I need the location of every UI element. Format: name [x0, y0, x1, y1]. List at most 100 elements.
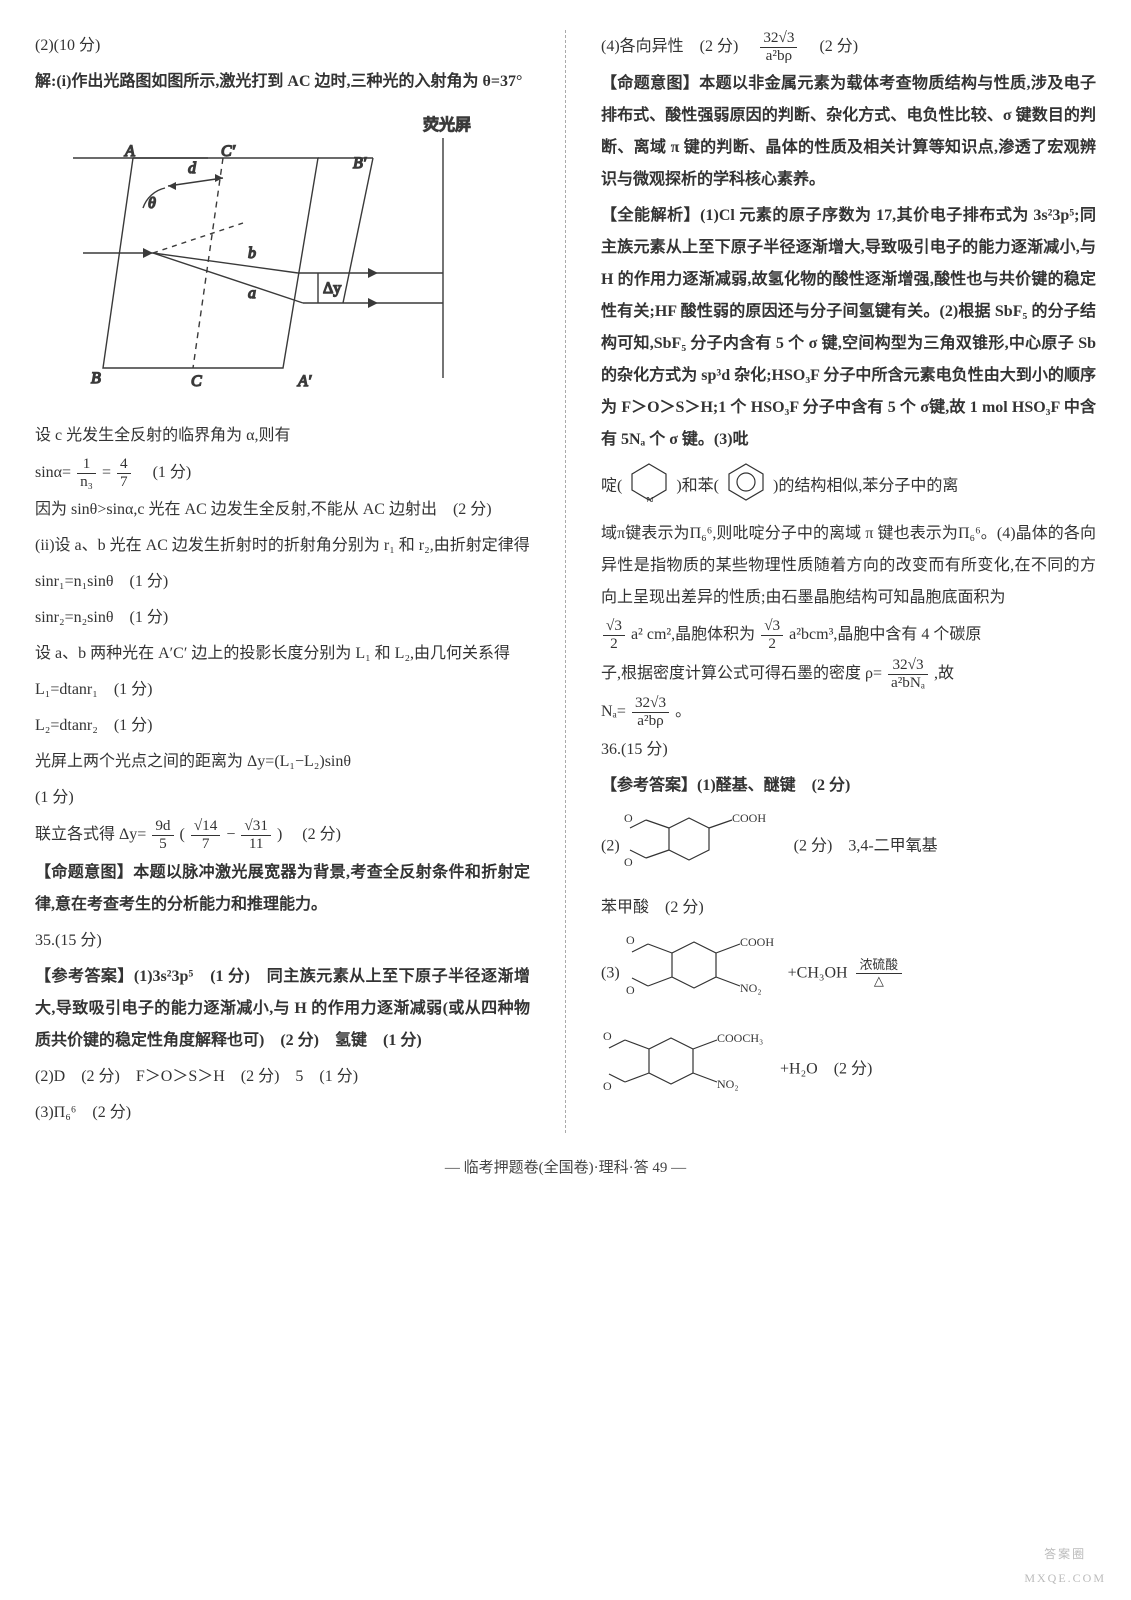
line: 设 a、b 两种光在 A′C′ 边上的投影长度分别为 L₁ 和 L₂,由几何关系…	[35, 638, 530, 670]
chem-reaction: (3) COOH NO₂ O O +CH₃OH 浓硫酸 △	[601, 928, 1096, 1020]
svg-text:O: O	[624, 811, 633, 825]
product-1-icon: COOCH₃ NO₂ O O	[601, 1024, 776, 1116]
qnum: 36.(15 分)	[601, 734, 1096, 766]
svg-text:O: O	[603, 1079, 612, 1093]
line: (4)各向异性 (2 分) 32√3a²bρ (2 分)	[601, 30, 1096, 64]
num: 1	[77, 456, 96, 474]
line: 因为 sinθ>sinα,c 光在 AC 边发生全反射,不能从 AC 边射出 (…	[35, 494, 530, 526]
svg-text:Δy: Δy	[323, 280, 341, 297]
den: 2	[603, 636, 625, 653]
line: 苯甲酸 (2 分)	[601, 892, 1096, 924]
den: 2	[761, 636, 783, 653]
den: 7	[117, 474, 131, 491]
intent: 【命题意图】本题以非金属元素为载体考查物质结构与性质,涉及电子排布式、酸性强弱原…	[601, 68, 1096, 196]
left-column: (2)(10 分) 解:(i)作出光路图如图所示,激光打到 AC 边时,三种光的…	[35, 30, 530, 1133]
answer: 【参考答案】(1)3s²3p⁵ (1 分) 同主族元素从上至下原子半径逐渐增大,…	[35, 961, 530, 1057]
ans-text: 【参考答案】(1)3s²3p⁵ (1 分) 同主族元素从上至下原子半径逐渐增大,…	[35, 968, 530, 1049]
svg-text:O: O	[626, 983, 635, 997]
page-columns: (2)(10 分) 解:(i)作出光路图如图所示,激光打到 AC 边时,三种光的…	[35, 30, 1096, 1133]
arrow-bot: △	[856, 974, 902, 988]
t: sinα=	[35, 464, 71, 481]
svg-text:O: O	[603, 1029, 612, 1043]
page-footer: — 临考押题卷(全国卷)·理科·答 49 —	[35, 1153, 1096, 1183]
t: 。	[675, 703, 691, 720]
svg-text:O: O	[626, 933, 635, 947]
t: 联立各式得 Δy=	[35, 826, 146, 843]
intent: 【命题意图】本题以脉冲激光展宽器为背景,考查全反射条件和折射定律,意在考查考生的…	[35, 857, 530, 921]
num: √3	[761, 618, 783, 636]
num: 32√3	[760, 30, 797, 48]
num: 32√3	[632, 695, 669, 713]
t: a²bcm³,晶胞中含有 4 个碳原	[789, 626, 981, 643]
svg-text:a: a	[248, 285, 256, 302]
t: −	[226, 826, 235, 843]
den: 5	[152, 836, 173, 853]
svg-text:COOCH₃: COOCH₃	[717, 1031, 763, 1045]
t: Nₐ=	[601, 703, 626, 720]
chem-reaction-2: COOCH₃ NO₂ O O +H₂O (2 分)	[601, 1024, 1096, 1116]
reactant-1-icon: COOH NO₂ O O	[624, 928, 784, 1020]
line: L₁=dtanr₁ (1 分)	[35, 674, 530, 706]
score: (2 分)	[286, 826, 341, 843]
t: (2 分) 3,4-二甲氧基	[778, 837, 938, 854]
t: (3)	[601, 964, 620, 981]
svg-text:NO₂: NO₂	[740, 981, 762, 995]
line: 设 c 光发生全反射的临界角为 α,则有	[35, 420, 530, 452]
svg-text:NO₂: NO₂	[717, 1077, 739, 1091]
svg-text:b: b	[248, 245, 256, 262]
line: (1 分)	[35, 782, 530, 814]
svg-text:荧光屏: 荧光屏	[423, 116, 471, 134]
line: L₂=dtanr₂ (1 分)	[35, 710, 530, 742]
den: a²bρ	[760, 48, 797, 65]
line: (ii)设 a、b 光在 AC 边发生折射时的折射角分别为 r₁ 和 r₂,由折…	[35, 530, 530, 562]
num: √14	[191, 818, 221, 836]
t: a² cm²,晶胞体积为	[631, 626, 755, 643]
den: a²bρ	[632, 713, 669, 730]
den: 11	[241, 836, 271, 853]
svg-text:C′: C′	[221, 143, 236, 160]
t: 子,根据密度计算公式可得石墨的密度 ρ=	[601, 665, 882, 682]
line: Nₐ= 32√3a²bρ 。	[601, 695, 1096, 729]
watermark: 答案圈 MXQE.COM	[1024, 1542, 1106, 1590]
t: 啶(	[601, 478, 622, 495]
column-divider	[565, 30, 566, 1133]
equation: 联立各式得 Δy= 9d5 ( √147 − √3111 ) (2 分)	[35, 818, 530, 852]
svg-text:COOH: COOH	[732, 811, 766, 825]
t: )	[277, 826, 282, 843]
den: 7	[191, 836, 221, 853]
svg-text:θ: θ	[148, 195, 156, 212]
t: ,故	[934, 665, 954, 682]
dimethoxybenzoic-acid-icon: COOH O O	[624, 806, 774, 888]
wm-bot: MXQE.COM	[1024, 1566, 1106, 1590]
t: )的结构相似,苯分子中的离	[773, 478, 958, 495]
t: )和苯(	[676, 478, 719, 495]
line: (2)(10 分)	[35, 30, 530, 62]
num: 4	[117, 456, 131, 474]
den: n₃	[77, 474, 96, 491]
analysis: 【全能解析】(1)Cl 元素的原子序数为 17,其价电子排布式为 3s²3p⁵;…	[601, 200, 1096, 456]
svg-text:C: C	[191, 373, 202, 390]
wm-top: 答案圈	[1024, 1542, 1106, 1566]
svg-text:A′: A′	[297, 373, 312, 390]
svg-text:d: d	[188, 160, 197, 177]
answer: 【参考答案】(1)醛基、醚键 (2 分)	[601, 770, 1096, 802]
line: 域π键表示为Π₆⁶,则吡啶分子中的离域 π 键也表示为Π₆⁶。(4)晶体的各向异…	[601, 518, 1096, 614]
equation: sinα= 1n₃ = 47 (1 分)	[35, 456, 530, 490]
t: (2 分)	[803, 38, 858, 55]
line-hex: 啶( N )和苯( )的结构相似,苯分子中的离	[601, 460, 1096, 514]
score: (1 分)	[137, 464, 192, 481]
benzene-icon	[723, 460, 769, 514]
t: +H₂O (2 分)	[780, 1060, 872, 1077]
line: (2)D (2 分) F＞O＞S＞H (2 分) 5 (1 分)	[35, 1061, 530, 1093]
line: 光屏上两个光点之间的距离为 Δy=(L₁−L₂)sinθ	[35, 746, 530, 778]
t: =	[102, 464, 111, 481]
svg-text:N: N	[646, 495, 654, 502]
t: +CH₃OH	[788, 964, 848, 981]
svg-text:O: O	[624, 855, 633, 869]
optics-diagram: 荧光屏 d θ	[35, 108, 530, 410]
svg-text:COOH: COOH	[740, 935, 774, 949]
t: (4)各向异性 (2 分)	[601, 38, 754, 55]
arrow-top: 浓硫酸	[856, 959, 902, 974]
num: √31	[241, 818, 271, 836]
svg-text:B: B	[91, 370, 101, 387]
